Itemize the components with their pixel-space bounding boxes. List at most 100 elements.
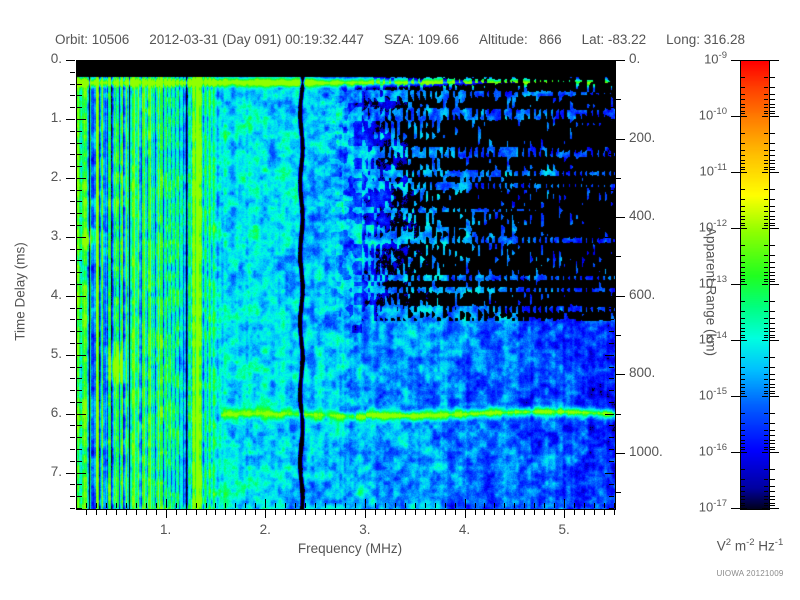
axis-tick (605, 178, 614, 179)
axis-tick (70, 225, 75, 226)
colorbar-tick (741, 163, 745, 164)
colorbar-tick (764, 486, 768, 487)
colorbar-tick (764, 225, 768, 226)
header-lat-label: Lat: (581, 31, 605, 47)
colorbar-tick (741, 443, 745, 444)
axis-tick (385, 503, 386, 508)
colorbar-tick (770, 430, 775, 431)
axis-tick (206, 503, 207, 508)
axis-tick (77, 225, 82, 226)
colorbar-tick (770, 384, 775, 385)
colorbar-tick (764, 337, 768, 338)
colorbar-tick (770, 275, 775, 276)
axis-tick (616, 414, 621, 415)
axis-tick (564, 499, 565, 508)
axis-tick (77, 473, 86, 474)
colorbar-tick (762, 396, 768, 397)
colorbar-tick (764, 447, 768, 448)
axis-tick (605, 473, 614, 474)
colorbar-tick (741, 323, 745, 324)
axis-tick (365, 60, 366, 69)
axis-tick (70, 166, 75, 167)
colorbar-tick (741, 225, 745, 226)
axis-tick (504, 503, 505, 508)
axis-tick (614, 503, 615, 508)
axis-tick (70, 449, 75, 450)
axis-tick (77, 154, 82, 155)
axis-tick (605, 296, 614, 297)
colorbar-tick (762, 228, 768, 229)
axis-tick (136, 503, 137, 508)
axis-tick (206, 510, 207, 515)
axis-tick (176, 60, 177, 65)
header-altitude-label: Altitude: (479, 31, 528, 47)
axis-tick (514, 503, 515, 508)
colorbar-tick (741, 216, 745, 217)
axis-tick (455, 510, 456, 515)
axis-tick (609, 72, 614, 73)
axis-tick (445, 510, 446, 515)
axis-tick (225, 503, 226, 508)
colorbar-tick (762, 340, 768, 341)
colorbar-tick (764, 150, 768, 151)
colorbar-tick-label: 10-15 (698, 386, 727, 403)
colorbar-tick (764, 107, 768, 108)
y-left-tick-label: 7. (50, 463, 62, 479)
colorbar-tick (741, 189, 745, 190)
colorbar-tick (741, 150, 745, 151)
axis-tick (484, 60, 485, 65)
colorbar-tick (764, 219, 768, 220)
axis-tick (574, 503, 575, 508)
colorbar-tick (770, 443, 775, 444)
axis-tick (616, 453, 625, 454)
y-left-tick-label: 4. (50, 286, 62, 302)
colorbar-tick (770, 150, 775, 151)
axis-tick (524, 503, 525, 508)
axis-tick (136, 510, 137, 515)
header-lat-value: -83.22 (607, 31, 647, 47)
axis-tick (609, 461, 614, 462)
axis-tick (609, 343, 614, 344)
axis-tick (574, 510, 575, 515)
axis-tick (616, 374, 625, 375)
axis-tick (186, 60, 187, 65)
axis-tick (186, 503, 187, 508)
colorbar-tick (770, 367, 775, 368)
colorbar-tick (741, 279, 745, 280)
y-left-tick-label: 5. (50, 345, 62, 361)
colorbar-tick (762, 60, 768, 61)
colorbar-tick (741, 374, 745, 375)
axis-tick (70, 484, 75, 485)
axis-tick (425, 503, 426, 508)
colorbar-tick (741, 255, 745, 256)
colorbar-gradient (741, 61, 769, 509)
axis-tick (77, 272, 82, 273)
colorbar-tick (764, 491, 768, 492)
axis-tick (554, 510, 555, 515)
axis-tick (70, 272, 75, 273)
axis-tick (609, 166, 614, 167)
colorbar-tick (770, 469, 775, 470)
axis-tick (415, 60, 416, 65)
colorbar-units-label: V2 m-2 Hz-1 (716, 537, 784, 554)
axis-tick (215, 510, 216, 515)
axis-tick (594, 60, 595, 65)
colorbar-tick (741, 245, 745, 246)
axis-tick (405, 60, 406, 65)
axis-tick (605, 355, 614, 356)
axis-tick (609, 107, 614, 108)
colorbar-tick (741, 505, 745, 506)
colorbar-tick (764, 143, 768, 144)
colorbar-tick (741, 393, 745, 394)
colorbar-tick (770, 449, 775, 450)
axis-tick (70, 131, 75, 132)
axis-tick (245, 510, 246, 515)
axis-tick (295, 503, 296, 508)
x-tick-label: 1. (160, 522, 172, 537)
axis-tick (255, 60, 256, 65)
axis-tick (166, 60, 167, 69)
axis-tick (66, 119, 75, 120)
axis-tick (70, 84, 75, 85)
colorbar-tick (741, 267, 745, 268)
axis-tick (465, 60, 466, 69)
